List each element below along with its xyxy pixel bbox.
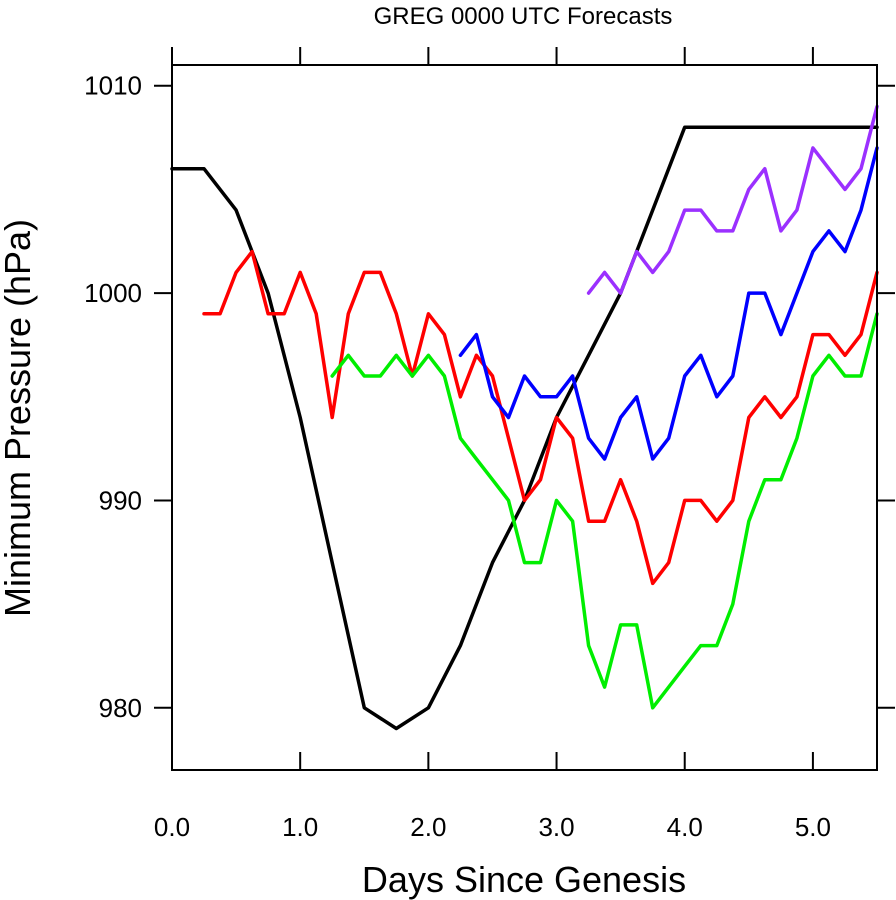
x-tick-label: 2.0 (410, 812, 446, 842)
x-tick-label: 1.0 (282, 812, 318, 842)
series-line-1 (202, 249, 879, 586)
series-line-0 (170, 125, 879, 731)
series-line-3 (458, 146, 879, 461)
x-tick-label: 3.0 (538, 812, 574, 842)
y-tick-label: 1000 (84, 278, 142, 308)
y-tick-label: 990 (99, 485, 142, 515)
series-line-4 (586, 104, 879, 295)
x-tick-label: 0.0 (154, 812, 190, 842)
x-tick-label: 5.0 (795, 812, 831, 842)
y-tick-label: 1010 (84, 71, 142, 101)
tick-layer: 0.0 1.0 2.0 3.0 4.0 5.0 980 990 1000 1010 (84, 47, 895, 842)
chart-title: GREG 0000 UTC Forecasts (374, 3, 673, 30)
y-tick-label: 980 (99, 693, 142, 723)
x-tick-label: 4.0 (667, 812, 703, 842)
series-line-2 (330, 312, 879, 710)
x-axis-label: Days Since Genesis (362, 859, 686, 900)
series-layer (170, 104, 879, 731)
plot-frame (171, 64, 878, 771)
y-axis-label: Minimum Pressure (hPa) (0, 219, 38, 617)
